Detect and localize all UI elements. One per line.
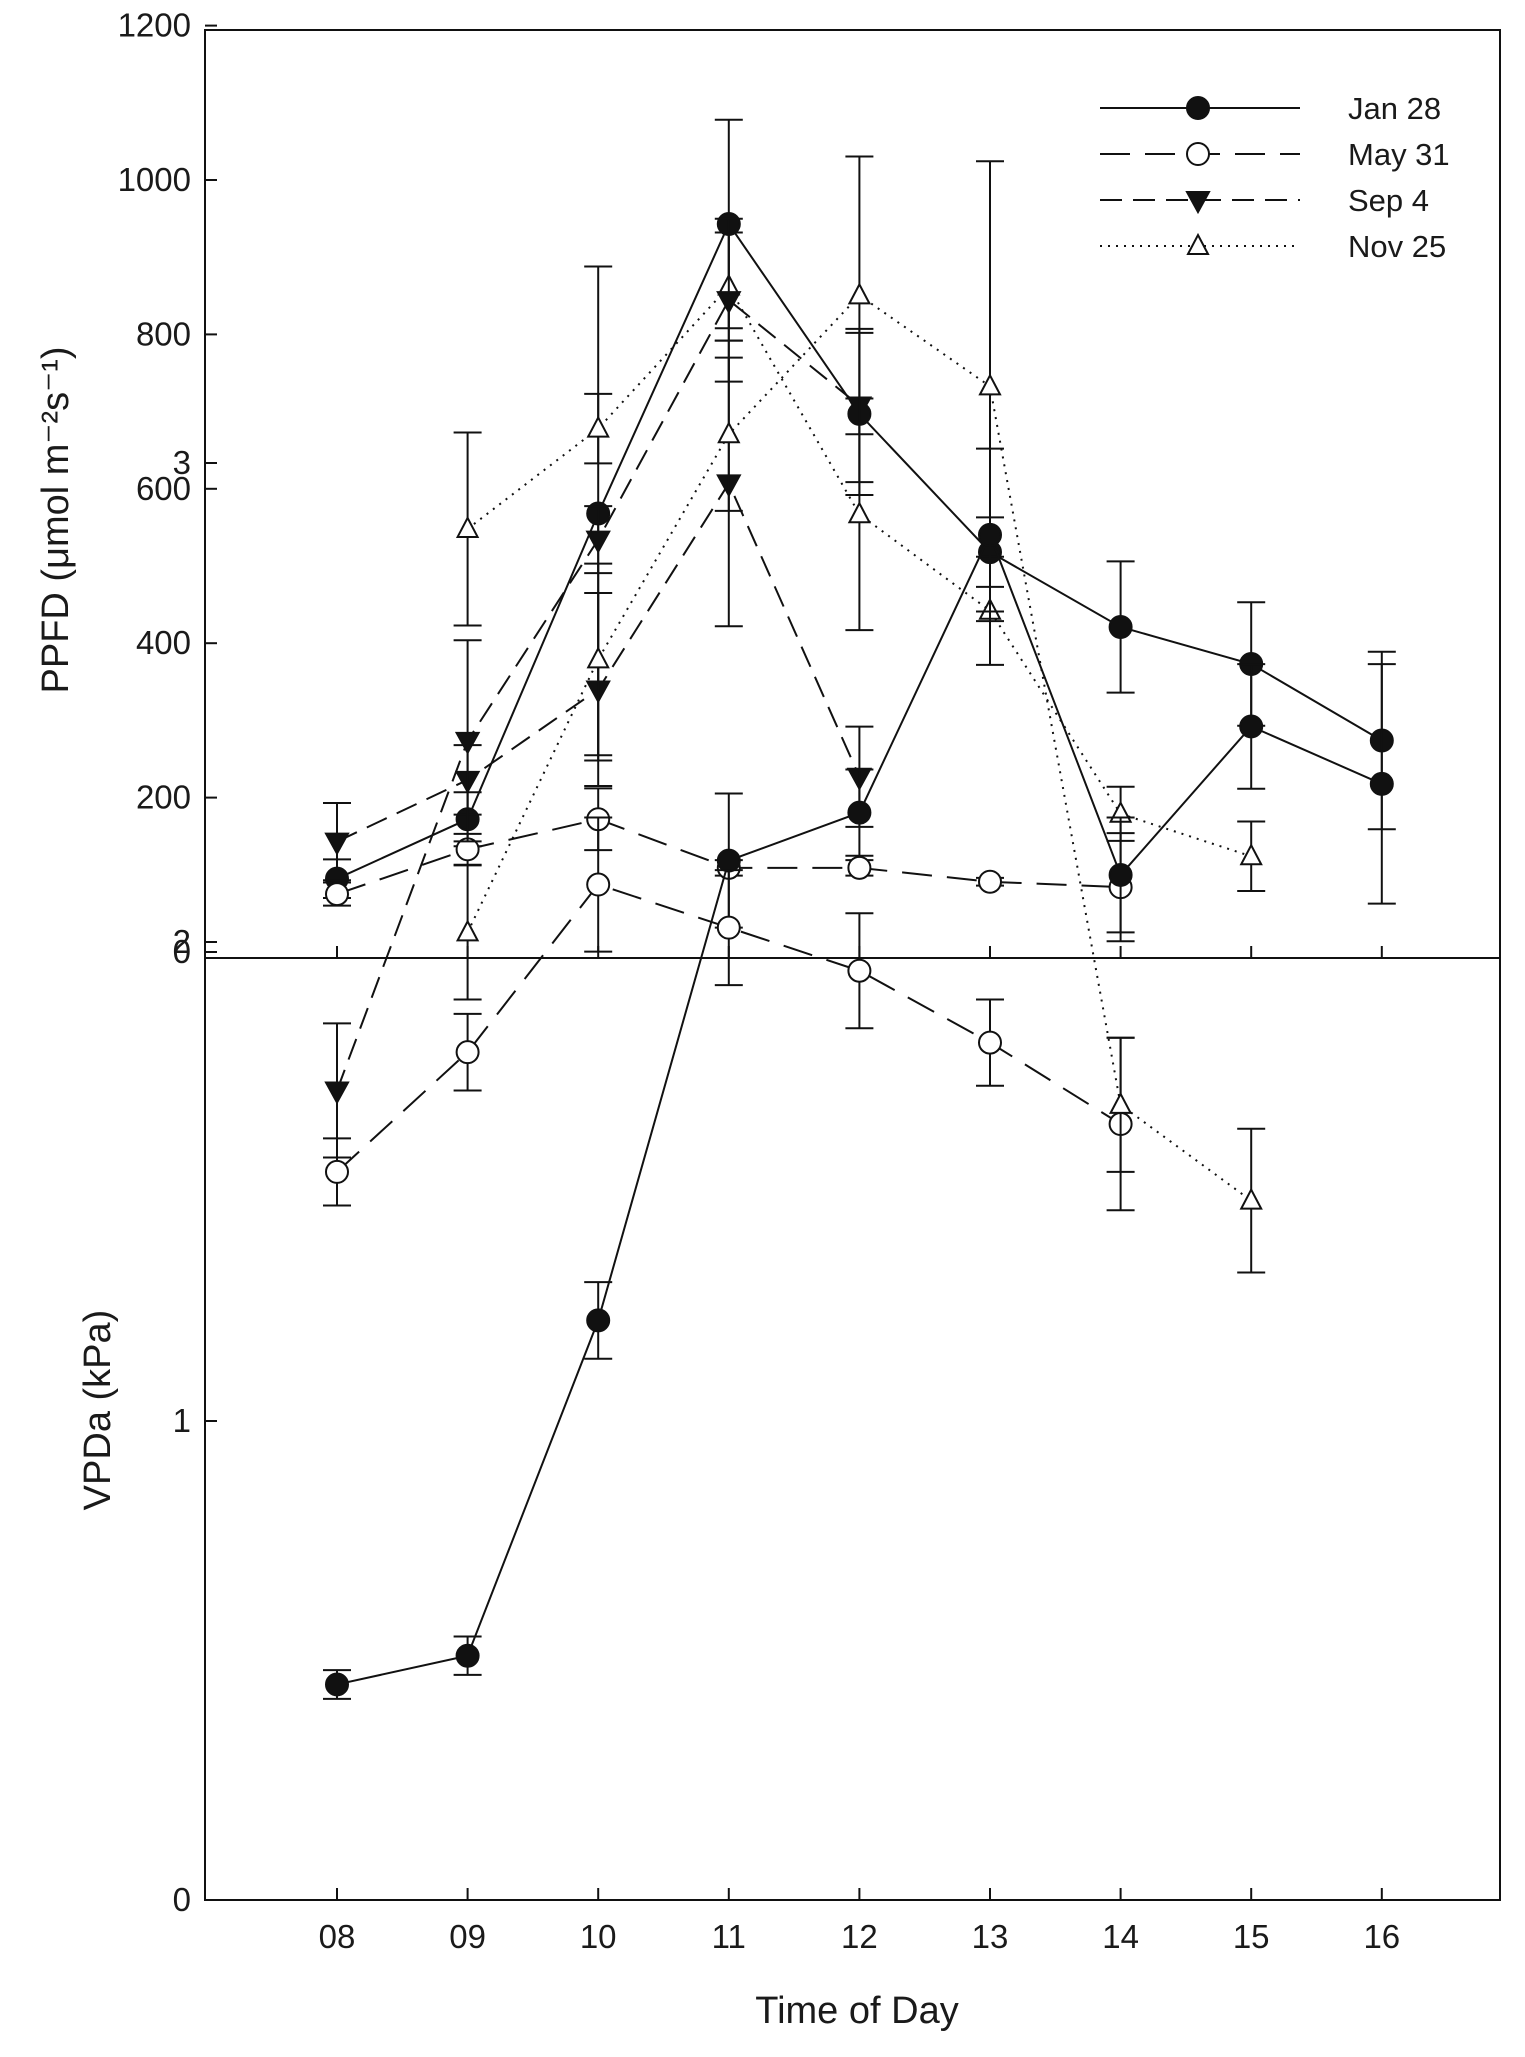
x-tick-label: 13 [972,1918,1009,1955]
bottom-y-tick-label: 2 [173,923,191,960]
top-series-may-31-point [978,869,1002,894]
bottom-y-axis-label: VPDa (kPa) [77,1310,119,1511]
x-tick-label: 10 [580,1918,617,1955]
bottom-series-jan-28-point [455,1643,480,1668]
x-tick-label: 16 [1363,1918,1400,1955]
bottom-series-jan-28-point [1369,771,1394,796]
top-y-tick-label: 400 [136,624,191,661]
bottom-series-sep-4-point [454,731,481,755]
top-y-tick-label: 600 [136,470,191,507]
top-y-tick-label: 1200 [118,7,191,44]
bottom-series-may-31-point [586,872,611,897]
top-y-axis-label: PPFD (μmol m⁻²s⁻¹) [35,347,77,694]
legend-label-2: Sep 4 [1348,183,1429,218]
bottom-series-jan-28-point [1239,714,1264,739]
legend-label-3: Nov 25 [1348,229,1446,264]
bottom-plot-frame [204,957,1501,1901]
bottom-series-nov-25-point [455,919,480,942]
x-tick-label: 15 [1233,1918,1270,1955]
bottom-series-sep-4-point [716,291,742,315]
top-series-may-31-point [325,882,349,907]
bottom-series-jan-28-point [586,1308,611,1333]
legend-marker-3 [1186,232,1210,255]
bottom-series-may-31-point [455,1040,480,1065]
bottom-series-sep-4-point [324,1081,350,1105]
top-y-tick-label: 1000 [118,161,191,198]
bottom-series-may-31-point [325,1159,349,1184]
top-series-sep-4-point [324,832,350,856]
legend-marker-0 [1186,96,1210,120]
bottom-y-tick-label: 3 [173,444,191,481]
bottom-series-nov-25-point [1239,1187,1263,1210]
x-tick-label: 08 [319,1918,356,1955]
top-series-may-31-point [847,855,872,880]
legend-marker-2 [1185,191,1211,215]
bottom-series-nov-25-point [717,421,741,444]
legend-label-0: Jan 28 [1348,91,1441,126]
bottom-series-sep-4-point [585,530,611,554]
x-tick-label: 14 [1102,1918,1139,1955]
bottom-y-tick-label: 1 [173,1402,191,1439]
bottom-series-jan-28-line [336,532,1383,1686]
bottom-series-may-31-point [716,915,741,940]
bottom-series-nov-25-point [1108,1091,1133,1114]
bottom-series-may-31-point [978,1030,1002,1055]
top-series-nov-25-point [455,515,480,538]
bottom-series-may-31-point [847,958,872,983]
top-y-tick-label: 800 [136,315,191,352]
legend-label-1: May 31 [1348,137,1450,172]
legend-marker-1 [1186,142,1210,166]
top-y-tick-label: 200 [136,779,191,816]
x-axis-label: Time of Day [755,1990,958,2032]
top-series-nov-25-point [586,415,610,438]
bottom-series-nov-25-point [978,373,1002,396]
x-tick-label: 11 [712,1918,746,1955]
x-tick-label: 09 [449,1918,486,1955]
top-series-nov-25-point [847,501,872,524]
bottom-series-jan-28-point [847,800,872,825]
bottom-series-nov-25-point [847,282,872,305]
top-series-jan-28-point [1108,614,1133,639]
bottom-y-tick-label: 0 [173,1881,191,1918]
bottom-series-nov-25-point [586,646,610,669]
top-series-nov-25-point [1239,843,1263,866]
x-tick-label: 12 [841,1918,878,1955]
bottom-series-jan-28-point [325,1672,349,1697]
top-y-tick-label: 0 [173,933,191,970]
bottom-series-jan-28-point [1108,862,1133,887]
bottom-series-jan-28-point [716,848,741,873]
